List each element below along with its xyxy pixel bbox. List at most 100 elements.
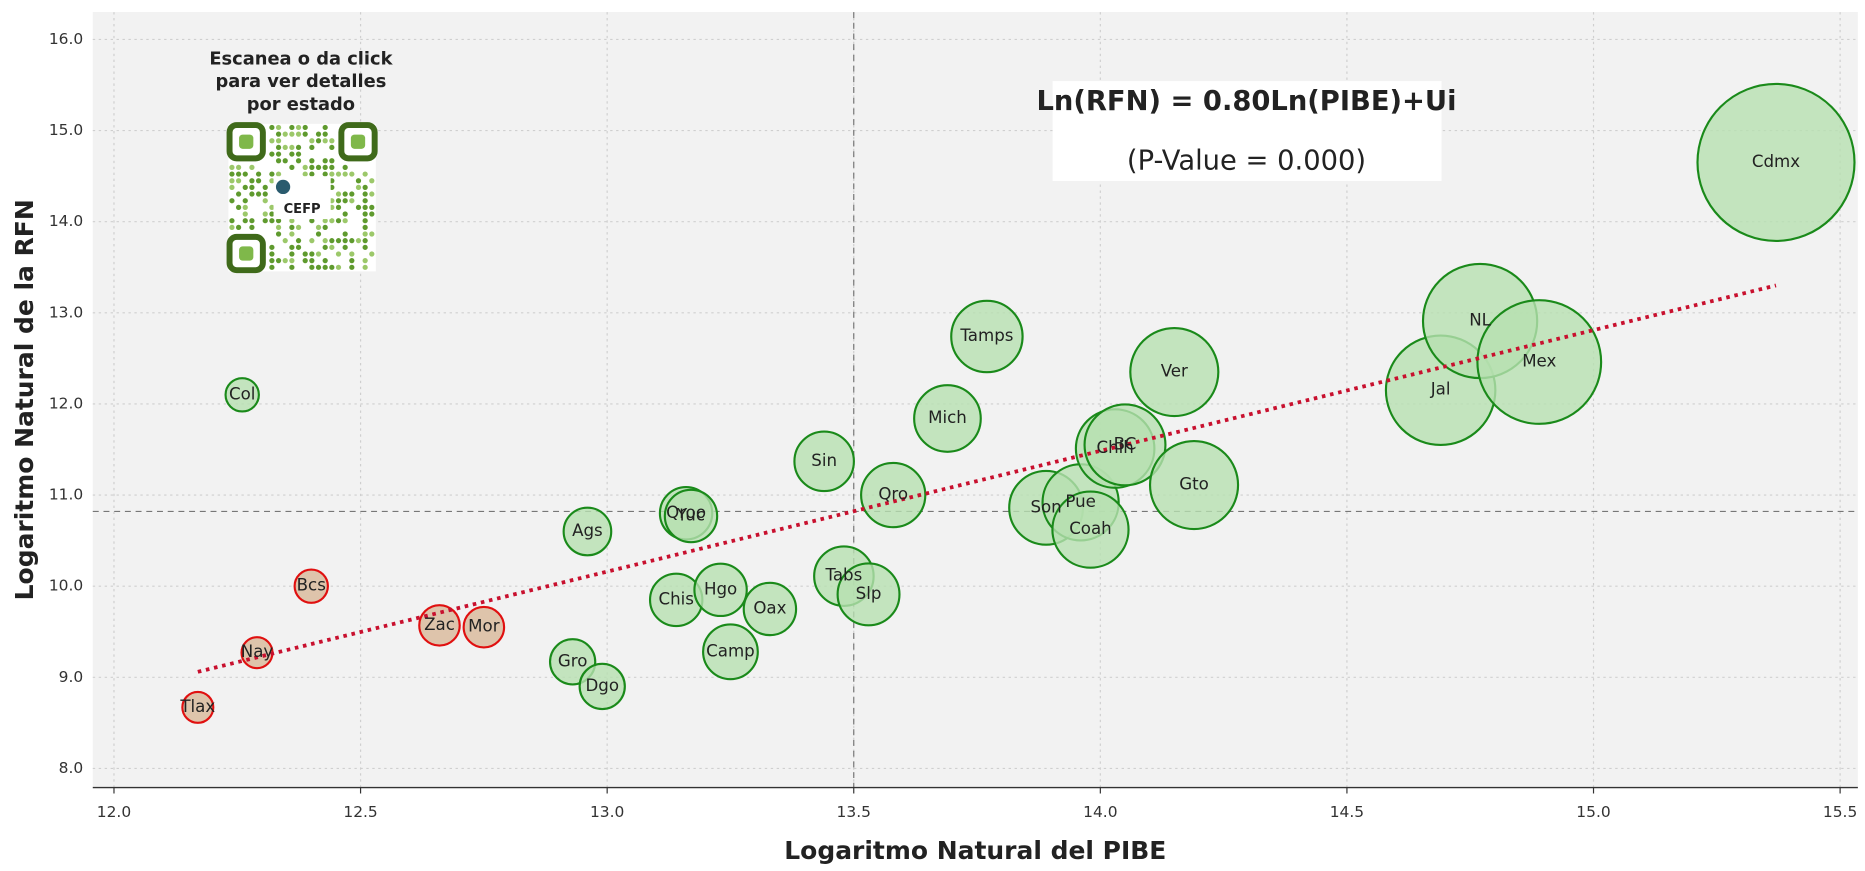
qr-dot — [262, 218, 268, 224]
bubble-label: Bcs — [297, 576, 326, 595]
x-tick-label: 13.5 — [837, 803, 871, 821]
qr-dot — [295, 144, 302, 151]
bubble — [1696, 82, 1856, 243]
qr-dot — [275, 171, 282, 177]
qr-dot — [335, 251, 342, 257]
qr-dot — [282, 144, 288, 151]
qr-dot — [329, 264, 335, 270]
qr-dot — [329, 158, 335, 164]
qr-dot — [322, 258, 328, 264]
qr-dot — [289, 124, 295, 131]
bubble — [742, 581, 798, 637]
qr-dot — [322, 244, 328, 250]
qr-dot — [269, 264, 275, 270]
qr-dot — [335, 238, 342, 244]
qr-dot — [322, 164, 328, 171]
qr-dot — [362, 204, 368, 210]
qr-dot — [362, 198, 368, 204]
qr-dot — [362, 238, 368, 244]
qr-dot — [295, 244, 302, 250]
qr-dot — [349, 251, 355, 257]
qr-finder-core — [239, 134, 254, 149]
qr-dot — [249, 184, 255, 191]
qr-dot — [362, 218, 368, 224]
qr-dot — [355, 204, 362, 210]
qr-dot — [295, 151, 302, 157]
qr-dot — [342, 231, 348, 237]
qr-dot — [342, 198, 348, 204]
bubble — [793, 430, 855, 493]
qr-dot — [255, 191, 262, 197]
bubble — [663, 488, 719, 544]
qr-dot — [309, 251, 315, 257]
qr-dot — [295, 238, 302, 244]
qr-dot — [269, 138, 275, 144]
bubble-label: Ver — [1161, 362, 1188, 381]
y-tick-label: 11.0 — [49, 486, 83, 504]
qr-block[interactable]: Escanea o da click para ver detalles por… — [209, 49, 394, 274]
qr-dot — [342, 171, 348, 177]
qr-dot — [275, 138, 282, 144]
x-tick-label: 12.0 — [97, 803, 131, 821]
qr-dot — [262, 184, 268, 191]
bubble — [462, 605, 506, 649]
qr-dot — [349, 171, 355, 177]
qr-dot — [229, 218, 235, 224]
qr-dot — [322, 124, 328, 131]
bubble-label: Gto — [1179, 475, 1209, 494]
qr-dot — [355, 238, 362, 244]
qr-dot — [335, 264, 342, 270]
qr-dot — [249, 218, 255, 224]
qr-dot — [349, 238, 355, 244]
bubble-label: Qroo — [666, 503, 706, 522]
qr-dot — [289, 244, 295, 250]
qr-dot — [275, 224, 282, 230]
qr-dot — [295, 158, 302, 164]
qr-dot — [289, 144, 295, 151]
p-value: (P-Value = 0.000) — [1127, 145, 1366, 176]
bubble-label: Ags — [572, 521, 603, 540]
qr-dot — [282, 258, 288, 264]
qr-dot — [229, 224, 235, 230]
x-tick-label: 15.5 — [1823, 803, 1857, 821]
bubble-label: Nay — [241, 642, 274, 661]
qr-dot — [322, 158, 328, 164]
qr-dot — [262, 191, 268, 197]
bubble — [860, 461, 927, 529]
bubble — [913, 384, 982, 453]
qr-dot — [289, 231, 295, 237]
bubble-label: Pue — [1065, 492, 1096, 511]
qr-dot — [275, 131, 282, 137]
qr-dot — [342, 211, 348, 217]
bubble-label: Son — [1030, 497, 1061, 516]
qr-dot — [269, 124, 275, 131]
qr-dot — [329, 238, 335, 244]
qr-dot — [269, 258, 275, 264]
qr-dot — [322, 171, 328, 177]
x-axis-title: Logaritmo Natural del PIBE — [784, 836, 1166, 865]
bubble-label: Mor — [468, 617, 500, 636]
qr-dot — [269, 251, 275, 257]
qr-dot — [342, 218, 348, 224]
bubble — [418, 604, 461, 647]
bubble — [181, 690, 215, 724]
bubble-label: Chih — [1096, 438, 1133, 457]
y-axis-title: Logaritmo Natural de la RFN — [10, 199, 39, 600]
x-tick-label: 13.0 — [590, 803, 624, 821]
qr-dot — [335, 198, 342, 204]
qr-dot — [269, 218, 275, 224]
qr-dot — [309, 171, 315, 177]
qr-dot — [309, 144, 315, 151]
qr-dot — [295, 131, 302, 137]
qr-dot — [275, 144, 282, 151]
qr-dot — [275, 231, 282, 237]
bubble — [1148, 439, 1240, 531]
qr-dot — [242, 171, 248, 177]
bubble — [702, 623, 759, 681]
qr-dot — [275, 151, 282, 157]
bubble-label: BC — [1114, 434, 1137, 453]
qr-dot — [242, 198, 248, 204]
qr-dot — [235, 224, 242, 230]
qr-dot — [269, 244, 275, 250]
